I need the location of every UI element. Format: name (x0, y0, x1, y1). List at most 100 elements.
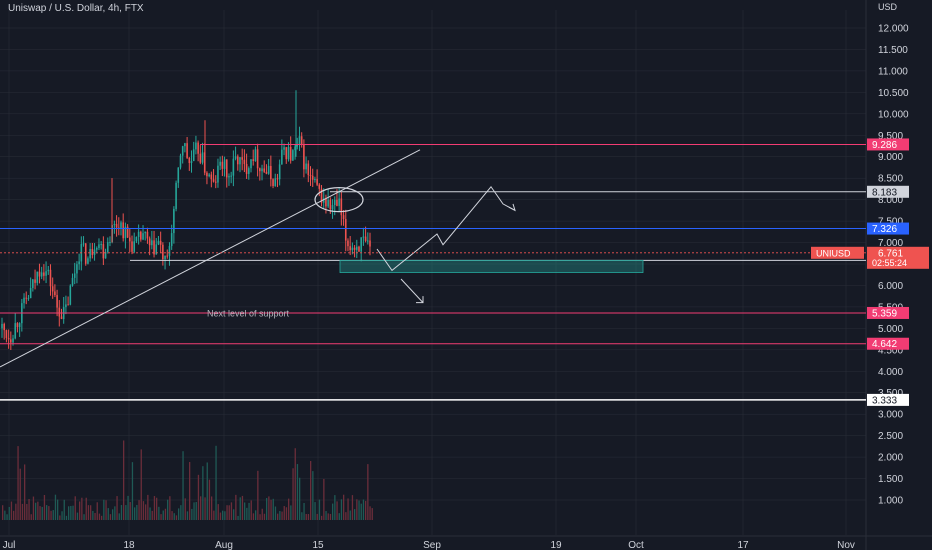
volume-bar (160, 514, 162, 520)
volume-bar (290, 505, 292, 520)
candle-body (60, 316, 63, 320)
volume-bar (266, 498, 268, 520)
volume-bar (158, 506, 160, 520)
support-zone-rect[interactable] (339, 259, 644, 273)
volume-bar (193, 502, 195, 520)
candle-body (305, 163, 307, 170)
highlight-ellipse[interactable] (314, 187, 364, 213)
volume-bar (222, 510, 224, 520)
volume-bar (140, 449, 142, 520)
volume-bar (261, 508, 263, 520)
candle-body (245, 163, 248, 174)
candle-body (47, 269, 50, 272)
volume-bar (35, 502, 37, 520)
volume-bar (129, 502, 131, 520)
volume-bar (301, 512, 303, 520)
volume-bar (68, 506, 70, 520)
volume-bar (156, 497, 158, 520)
y-tick-label: 12.000 (878, 24, 909, 35)
candle-body (303, 144, 305, 170)
volume-bar (316, 513, 318, 520)
volume-bar (145, 504, 147, 520)
candle-body (217, 165, 219, 183)
volume-bar (182, 451, 184, 520)
candle-body (221, 161, 224, 169)
volume-bar (248, 502, 250, 520)
candle-body (287, 147, 290, 160)
candle-body (223, 159, 226, 169)
volume-bar (94, 512, 96, 520)
volume-bar (171, 511, 173, 520)
level-label-7.326: 7.326 (872, 224, 897, 235)
volume-bar (277, 513, 279, 520)
candle-body (333, 199, 336, 206)
volume-bar (72, 505, 74, 520)
candle-body (236, 156, 239, 165)
candle-body (170, 233, 173, 247)
volume-bar (10, 501, 13, 520)
candle-body (10, 339, 12, 343)
candle-body (256, 149, 259, 169)
volume-bar (74, 496, 76, 520)
volume-bar (340, 499, 343, 520)
volume-bar (329, 513, 332, 520)
candle-body (166, 255, 169, 257)
candle-body (362, 236, 365, 238)
volume-bar (153, 496, 156, 520)
candle-body (232, 158, 235, 176)
candle-body (142, 233, 144, 240)
candle-body (364, 236, 367, 241)
candle-body (314, 179, 316, 181)
volume-bar (281, 511, 283, 520)
volume-bar (43, 494, 46, 520)
candle-body (43, 272, 45, 276)
volume-bar (305, 513, 307, 520)
y-tick-label: 1.500 (878, 474, 903, 485)
candle-body (342, 215, 345, 220)
y-tick-label: 6.000 (878, 281, 903, 292)
volume-bar (112, 509, 114, 520)
volume-bar (239, 497, 241, 520)
candle-body (351, 247, 354, 251)
y-tick-label: 1.000 (878, 496, 903, 507)
candle-body (243, 159, 246, 164)
candle-body (234, 156, 237, 159)
candle-body (3, 323, 6, 331)
candle-body (210, 174, 213, 180)
candle-body (186, 143, 188, 158)
volume-bar (6, 514, 8, 520)
candle-body (294, 146, 296, 151)
volume-bar (164, 508, 167, 520)
y-tick-label: 8.500 (878, 174, 903, 185)
projection-down-path[interactable] (400, 278, 424, 303)
volume-bar (233, 509, 235, 520)
projection-up-path[interactable] (376, 185, 516, 272)
candle-body (203, 152, 206, 173)
candle-body (91, 248, 94, 255)
candle-body (89, 248, 91, 259)
trendline[interactable] (0, 149, 421, 368)
last-price-bg (867, 246, 929, 269)
candle-body (283, 147, 285, 150)
volume-bar (336, 501, 338, 520)
y-tick-label: 10.000 (878, 109, 909, 120)
y-tick-label: 2.000 (878, 453, 903, 464)
volume-bar (85, 497, 87, 520)
x-tick-label: Nov (837, 540, 855, 550)
candle-body (14, 323, 17, 339)
volume-bar (217, 504, 219, 520)
level-label-bg-3.333 (867, 393, 909, 406)
volume-bar (292, 468, 294, 520)
candle-body (250, 159, 252, 169)
volume-bar (259, 514, 261, 520)
candle-body (78, 261, 80, 265)
candle-body (173, 208, 175, 234)
volume-bar (17, 446, 19, 520)
y-tick-label: 9.500 (878, 131, 903, 142)
volume-bar (224, 511, 226, 520)
candle-body (151, 240, 153, 246)
volume-bar (103, 499, 105, 520)
candle-body (135, 236, 138, 242)
